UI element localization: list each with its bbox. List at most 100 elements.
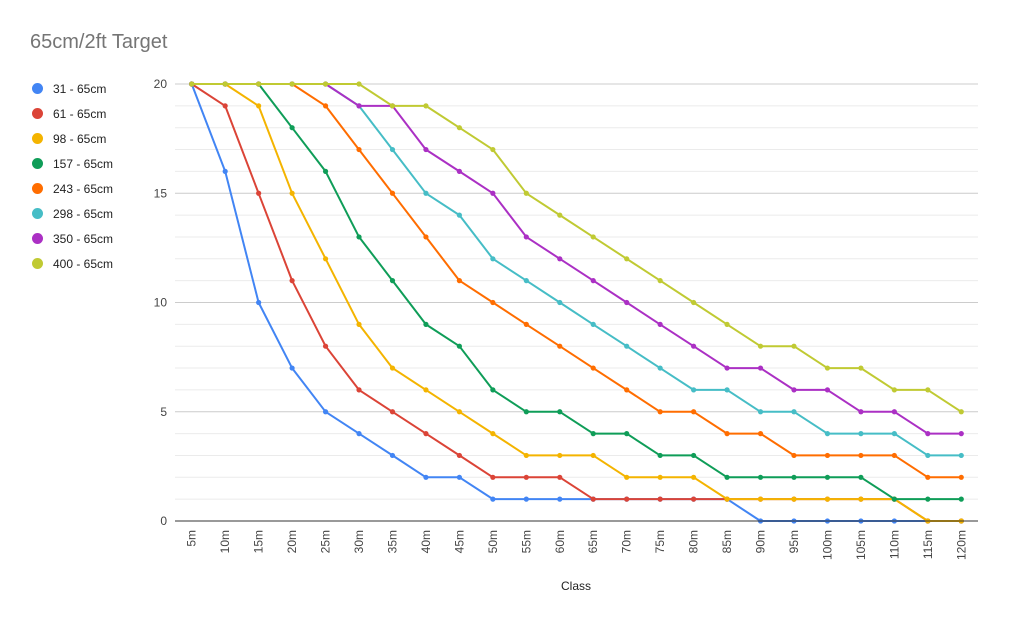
legend-marker: [32, 183, 43, 194]
series-157-65cm: [189, 81, 964, 502]
data-point: [757, 365, 764, 371]
data-point: [423, 234, 429, 240]
legend-marker: [32, 133, 43, 144]
data-point: [824, 496, 831, 502]
data-point: [757, 431, 764, 437]
data-point: [824, 452, 831, 459]
data-point: [590, 234, 596, 240]
data-point: [456, 409, 462, 415]
data-point: [356, 81, 362, 87]
x-tick-label: 95m: [787, 530, 801, 553]
data-point: [289, 278, 295, 284]
data-point: [757, 496, 764, 502]
legend-item: 61 - 65cm: [30, 101, 170, 126]
data-point: [389, 365, 396, 371]
x-tick-label: 35m: [385, 530, 399, 553]
data-point: [423, 321, 429, 327]
data-point: [456, 452, 462, 459]
data-point: [256, 299, 262, 306]
data-point: [456, 278, 462, 284]
data-point: [222, 103, 228, 109]
data-point: [322, 409, 329, 415]
data-point: [356, 431, 362, 437]
series-line: [191, 83, 962, 501]
legend-label: 98 - 65cm: [53, 131, 107, 146]
data-point: [456, 343, 462, 349]
x-tick-label: 5m: [185, 530, 199, 547]
x-tick-label: 20m: [285, 530, 299, 553]
data-point: [624, 431, 630, 437]
data-point: [958, 409, 964, 415]
data-point: [691, 452, 697, 459]
data-point: [791, 409, 797, 415]
data-point: [423, 146, 429, 153]
data-point: [356, 387, 362, 393]
data-point: [624, 496, 630, 502]
data-point: [858, 496, 864, 502]
data-point: [590, 278, 596, 284]
x-tick-label: 115m: [921, 530, 935, 559]
data-point: [590, 431, 596, 437]
data-point: [256, 81, 262, 87]
data-point: [657, 496, 663, 502]
x-tick-label: 105m: [854, 530, 868, 560]
data-point: [891, 452, 897, 459]
series-line: [191, 83, 962, 413]
x-tick-label: 55m: [519, 530, 533, 553]
data-point: [222, 168, 228, 174]
data-point: [891, 409, 897, 415]
data-point: [724, 474, 730, 480]
data-point: [691, 343, 697, 349]
data-point: [624, 256, 630, 262]
data-point: [322, 168, 329, 174]
data-point: [322, 103, 329, 109]
legend-marker: [32, 208, 43, 219]
data-point: [523, 278, 529, 284]
legend-label: 61 - 65cm: [53, 106, 107, 121]
x-tick-label: 50m: [486, 530, 500, 553]
data-point: [691, 299, 697, 306]
data-point: [356, 234, 362, 240]
legend-marker: [32, 83, 43, 94]
data-point: [724, 387, 730, 393]
data-point: [557, 212, 563, 218]
data-point: [724, 496, 730, 502]
data-point: [490, 190, 496, 196]
x-tick-label: 110m: [887, 530, 901, 559]
data-point: [523, 190, 529, 196]
data-point: [925, 452, 931, 459]
data-point: [691, 387, 697, 393]
legend-label: 243 - 65cm: [53, 181, 114, 196]
data-point: [557, 343, 563, 349]
y-tick-label: 20: [154, 77, 168, 91]
data-point: [724, 365, 730, 371]
data-point: [590, 365, 596, 371]
data-point: [791, 496, 797, 502]
data-point: [925, 387, 931, 393]
data-point: [724, 431, 730, 437]
x-axis-ticks: 5m 10m 15m 20m 25m 30m 35m 40m 45m 50m 55m 60m 65m 70…: [185, 530, 969, 560]
legend-item: 98 - 65cm: [30, 126, 170, 151]
legend-item: 157 - 65cm: [30, 151, 170, 176]
data-point: [858, 409, 864, 415]
x-tick-label: 100m: [820, 530, 834, 560]
data-point: [858, 452, 864, 459]
data-point: [791, 452, 797, 459]
data-point: [456, 212, 462, 218]
data-point: [824, 474, 831, 480]
data-point: [624, 343, 630, 349]
data-point: [824, 431, 831, 437]
data-point: [389, 409, 396, 415]
data-point: [557, 452, 563, 459]
x-tick-label: 70m: [620, 530, 634, 553]
data-point: [523, 321, 529, 327]
data-point: [958, 431, 964, 437]
data-point: [423, 387, 429, 393]
x-tick-label: 85m: [720, 530, 734, 553]
x-tick-label: 15m: [252, 530, 266, 553]
data-point: [791, 474, 797, 480]
data-point: [590, 321, 596, 327]
data-point: [624, 299, 630, 306]
data-point: [925, 431, 931, 437]
data-point: [691, 409, 697, 415]
